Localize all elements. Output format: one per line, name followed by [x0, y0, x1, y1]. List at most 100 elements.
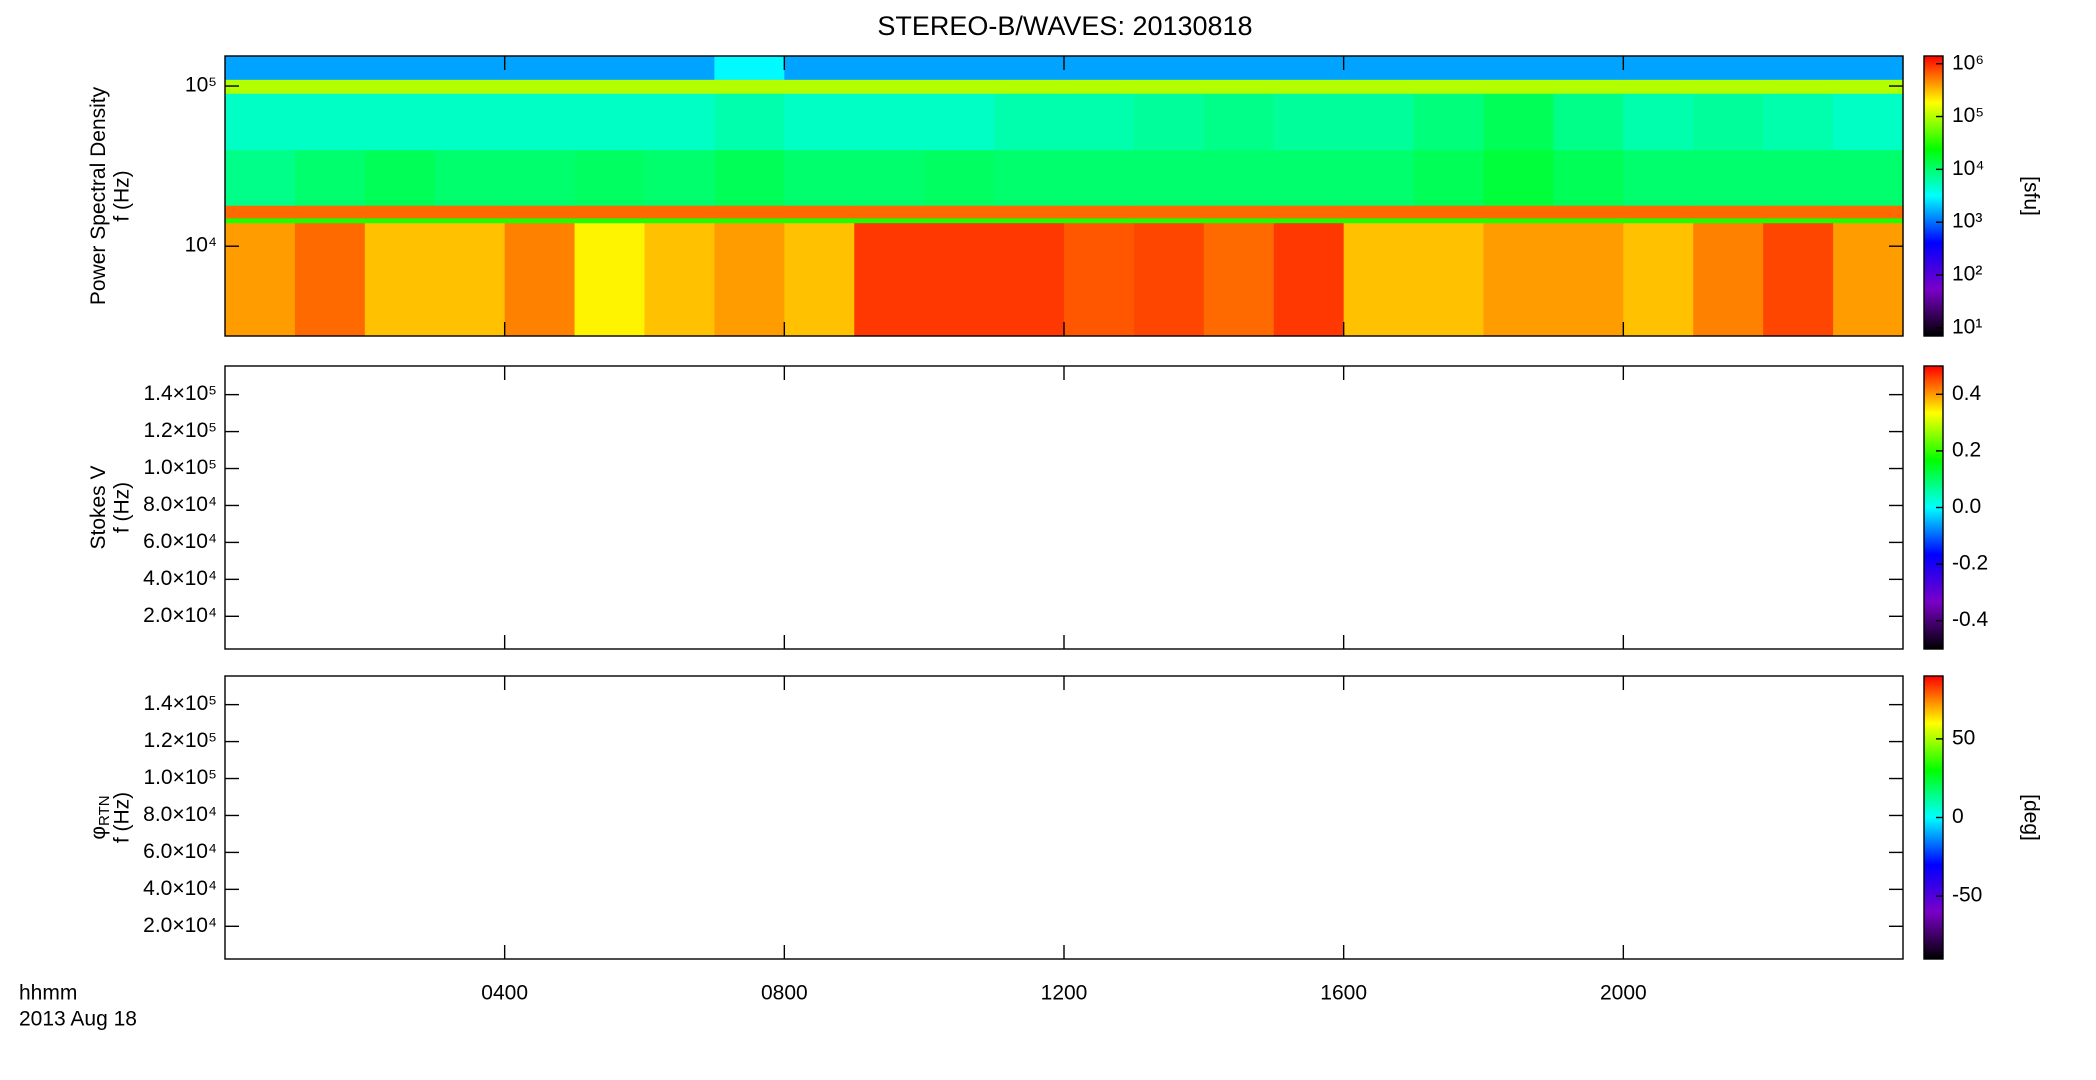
heatmap-cell: [924, 205, 995, 219]
heatmap-cell: [1133, 149, 1205, 206]
heatmap-cell: [1064, 149, 1135, 206]
colorbar-label-text: [deg]: [2019, 794, 2042, 841]
heatmap-cell: [1763, 93, 1834, 151]
y-tick-label: 6.0×10⁴: [143, 530, 217, 553]
heatmap-cell: [364, 79, 436, 94]
heatmap-cell: [1203, 205, 1275, 219]
heatmap-cell: [434, 79, 506, 94]
heatmap-cell: [1273, 149, 1345, 206]
colorbar-label: [sfu]: [2019, 176, 2042, 216]
heatmap-cell: [1413, 149, 1485, 206]
heatmap-cell: [1833, 222, 1904, 337]
colorbar-label-text: [sfu]: [2019, 176, 2042, 216]
x-tick-label: 0400: [481, 982, 528, 1005]
heatmap-cell: [294, 79, 366, 94]
heatmap-cell: [1343, 205, 1415, 219]
heatmap-cell: [994, 217, 1065, 224]
heatmap-cell: [225, 93, 296, 151]
heatmap-cell: [1833, 149, 1904, 206]
heatmap-cell: [504, 93, 576, 151]
heatmap-cell: [1623, 217, 1694, 224]
heatmap-cell: [854, 93, 925, 151]
heatmap-cell: [1343, 79, 1415, 94]
plot-frame: [224, 675, 1904, 960]
colorbar-tick-label: 0.2: [1952, 438, 1981, 461]
y-tick-label: 2.0×10⁴: [143, 604, 217, 627]
heatmap-cell: [1413, 217, 1485, 224]
y-tick-label: 8.0×10⁴: [143, 493, 217, 516]
heatmap-cell: [644, 205, 716, 219]
heatmap-cell: [504, 79, 576, 94]
heatmap-cell: [364, 93, 436, 151]
heatmap-cell: [1203, 79, 1275, 94]
heatmap-cell: [225, 217, 296, 224]
y-axis-label-text: φ: [87, 826, 110, 840]
heatmap-cell: [1833, 79, 1904, 94]
heatmap-cell: [854, 205, 925, 219]
heatmap-cell: [1483, 93, 1555, 151]
y-tick-label: 1.4×10⁵: [143, 692, 217, 715]
colorbar-tick-label: 10⁵: [1952, 104, 1984, 127]
y-tick-label: 1.4×10⁵: [143, 382, 217, 405]
y-axis-label-line: φRTN: [87, 795, 113, 839]
heatmap-cell: [1133, 79, 1205, 94]
date-label: 2013 Aug 18: [19, 1008, 137, 1031]
heatmap-cell: [1343, 222, 1415, 337]
colorbar-tick-label: 0: [1952, 805, 1964, 828]
colorbar-label: [deg]: [2019, 794, 2042, 841]
heatmap-cell: [1203, 93, 1275, 151]
heatmap-cell: [1553, 217, 1624, 224]
heatmap-cell: [434, 205, 506, 219]
heatmap-cell: [1203, 149, 1275, 206]
heatmap-cell: [1553, 149, 1624, 206]
heatmap-cell: [1693, 205, 1764, 219]
heatmap-cell: [1693, 149, 1764, 206]
heatmap-cell: [784, 222, 855, 337]
heatmap-cell: [1203, 56, 1275, 80]
colorbar-tick-label: -50: [1952, 884, 1982, 907]
heatmap-cell: [924, 93, 995, 151]
y-axis-label-line: Power Spectral Density: [87, 86, 110, 305]
colorbar-tick-label: 10¹: [1952, 315, 1982, 338]
heatmap-cell: [1273, 222, 1345, 337]
heatmap-cell: [1553, 56, 1624, 80]
heatmap-cell: [294, 93, 366, 151]
y-tick-label: 4.0×10⁴: [143, 877, 217, 900]
x-axis-label: hhmm: [19, 982, 77, 1005]
heatmap-cell: [924, 56, 995, 80]
heatmap-cell: [644, 222, 716, 337]
heatmap-cell: [1763, 56, 1834, 80]
heatmap-cell: [714, 93, 785, 151]
y-tick-label: 2.0×10⁴: [143, 914, 217, 937]
heatmap-cell: [1064, 217, 1135, 224]
heatmap-cell: [1763, 217, 1834, 224]
heatmap-cell: [644, 79, 716, 94]
heatmap-cell: [1763, 205, 1834, 219]
heatmap-cell: [714, 149, 785, 206]
heatmap-cell: [225, 79, 296, 94]
y-tick-label: 1.0×10⁵: [143, 456, 217, 479]
heatmap-cell: [1763, 149, 1834, 206]
heatmap-cell: [1064, 222, 1135, 337]
heatmap-cell: [994, 93, 1065, 151]
y-axis-label-text: Stokes V: [87, 465, 110, 549]
heatmap-cell: [784, 205, 855, 219]
heatmap-cell: [1483, 79, 1555, 94]
heatmap-cell: [924, 149, 995, 206]
heatmap-cell: [854, 79, 925, 94]
heatmap-cell: [294, 222, 366, 337]
heatmap-cell: [1064, 79, 1135, 94]
heatmap-cell: [1343, 56, 1415, 80]
heatmap-cell: [504, 222, 576, 337]
y-tick-label: 10⁴: [185, 234, 217, 257]
heatmap-cell: [644, 93, 716, 151]
heatmap-cell: [1763, 222, 1834, 337]
heatmap-cell: [924, 79, 995, 94]
heatmap-cell: [1763, 79, 1834, 94]
heatmap-cell: [854, 222, 925, 337]
heatmap-cell: [574, 217, 646, 224]
heatmap-cell: [1273, 79, 1345, 94]
